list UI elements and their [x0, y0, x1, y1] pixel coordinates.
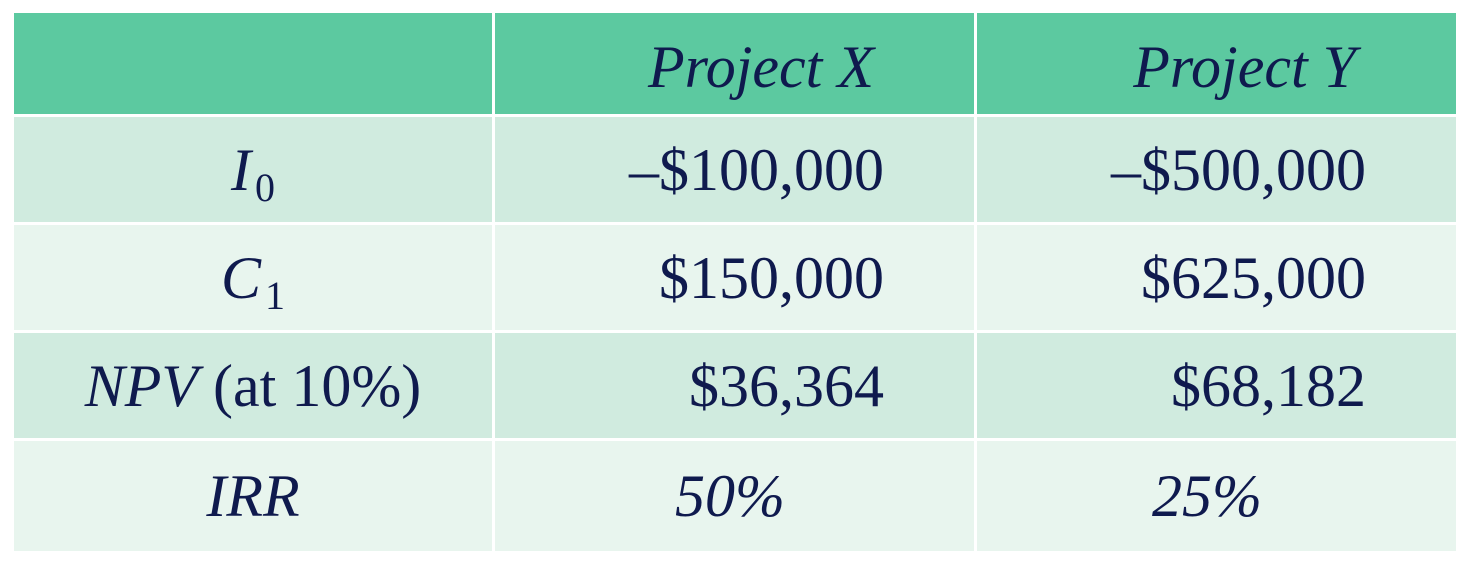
- table-row: IRR 50% 25%: [14, 441, 1456, 551]
- row-label-symbol: I: [231, 136, 251, 203]
- row-label-irr: IRR: [14, 441, 495, 551]
- cell-project-y-value: –$500,000: [1111, 136, 1366, 203]
- table-header-row: Project X Project Y: [14, 13, 1456, 117]
- cell-project-y-value: 25%: [1152, 463, 1262, 529]
- cell-project-y-value: $625,000: [1141, 244, 1366, 311]
- header-stub-cell: [14, 13, 495, 114]
- row-label-subscript: 1: [265, 272, 286, 318]
- table-row: NPV (at 10%) $36,364 $68,182: [14, 333, 1456, 441]
- row-label-symbol: NPV: [84, 352, 199, 419]
- header-project-x: Project X: [495, 13, 977, 114]
- cell-project-x-value: $150,000: [495, 225, 977, 330]
- row-label-subscript: 0: [254, 164, 275, 210]
- cell-project-x-value: 50%: [495, 441, 977, 551]
- row-label-npv: NPV (at 10%): [14, 333, 495, 438]
- row-label-symbol: C: [220, 244, 262, 311]
- cell-project-y-value: $68,182: [1171, 352, 1366, 419]
- row-label-suffix: (at 10%): [198, 352, 422, 419]
- header-project-y: Project Y: [1133, 33, 1356, 100]
- cell-project-x-value: –$100,000: [495, 117, 977, 222]
- cell-project-x-value: $36,364: [495, 333, 977, 438]
- row-label-symbol: IRR: [206, 463, 300, 529]
